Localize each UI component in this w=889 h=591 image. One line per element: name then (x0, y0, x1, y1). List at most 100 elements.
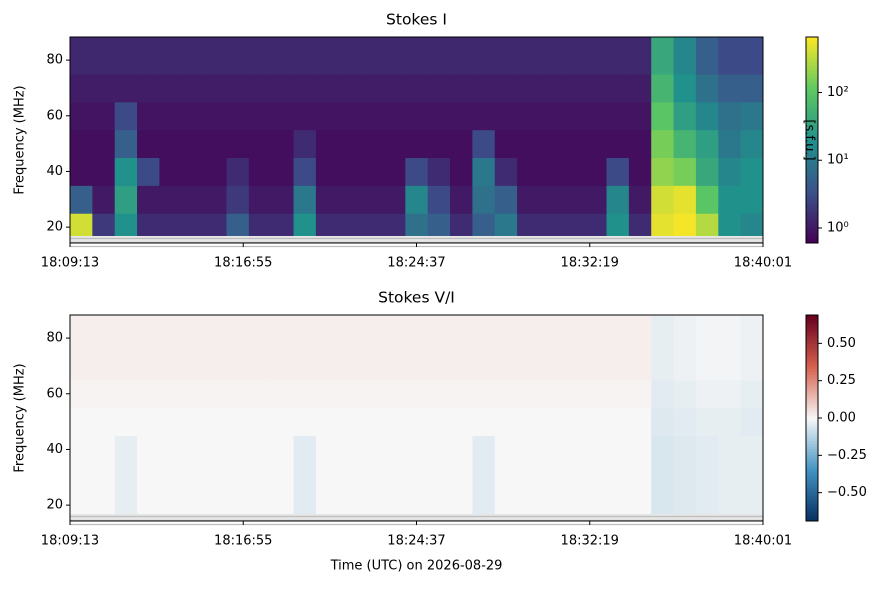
heatmap-cell (450, 315, 473, 353)
heatmap-cell (338, 37, 362, 75)
colorbar-step (806, 152, 818, 156)
heatmap-cell (137, 213, 160, 236)
colorbar-step (806, 392, 818, 396)
heatmap-cell (494, 435, 518, 464)
colorbar-step (806, 436, 818, 439)
heatmap-cell (204, 379, 227, 409)
heatmap-cell (517, 185, 540, 214)
heatmap-cell (382, 315, 406, 353)
heatmap-cell (695, 101, 719, 131)
heatmap-cell (114, 379, 138, 409)
heatmap-cell (561, 157, 585, 186)
heatmap-cell (606, 491, 630, 514)
heatmap-cell (338, 101, 362, 131)
colorbar-step (806, 106, 818, 110)
heatmap-cell (181, 315, 205, 353)
heatmap-cell (315, 74, 339, 103)
colorbar-step (806, 376, 818, 380)
heatmap-cell (92, 463, 116, 492)
heatmap-cell (382, 352, 406, 381)
heatmap-cell (271, 157, 295, 186)
heatmap-cell (695, 407, 719, 437)
heatmap-cell (606, 407, 630, 437)
heatmap-cell (450, 463, 473, 492)
heatmap-cell (740, 37, 764, 75)
heatmap-cell (584, 435, 608, 464)
heatmap-cell (226, 185, 250, 214)
heatmap-cell (695, 37, 719, 75)
heatmap-cell (248, 213, 272, 236)
colorbar-step (806, 381, 818, 385)
heatmap-cell (450, 435, 473, 464)
colorbar-step (806, 317, 818, 321)
colorbar-label: [s.f.u.] (802, 119, 817, 160)
colorbar-step (806, 209, 818, 213)
colorbar-step (806, 399, 818, 403)
heatmap-cell (114, 435, 138, 464)
colorbar-step (806, 75, 818, 79)
heatmap-cell (561, 352, 585, 381)
heatmap-cell (92, 101, 116, 131)
colorbar-step (806, 510, 818, 514)
heatmap-cell (315, 379, 339, 409)
colorbar-step (806, 515, 818, 519)
heatmap-cell (427, 407, 451, 437)
heatmap-cell (226, 37, 250, 75)
heatmap-cell (539, 74, 563, 103)
colorbar-step (806, 466, 818, 470)
colorbar-step (806, 500, 818, 504)
heatmap-cell (248, 463, 272, 492)
heatmap-cell (472, 463, 496, 492)
colorbar-step (806, 518, 818, 522)
colorbar-tick-label: 10⁰ (827, 220, 849, 235)
heatmap-cell (360, 157, 384, 186)
heatmap-cell (360, 37, 384, 75)
colorbar-step (806, 232, 818, 236)
heatmap-cell (248, 407, 272, 437)
heatmap-cell (718, 352, 742, 381)
heatmap-cell (382, 157, 406, 186)
heatmap-cell (450, 129, 473, 159)
heatmap-cell (137, 185, 160, 214)
colorbar-step (806, 155, 818, 159)
heatmap-cell (628, 185, 652, 214)
heatmap-cell (740, 74, 764, 103)
heatmap-cell (70, 407, 93, 437)
heatmap-cell (204, 157, 227, 186)
heatmap-cell (561, 379, 585, 409)
heatmap-cell (695, 185, 719, 214)
heatmap-cell (271, 463, 295, 492)
heatmap-cell (561, 463, 585, 492)
y-tick-label: 80 (46, 331, 63, 346)
colorbar-step (806, 497, 818, 501)
colorbar-step (806, 425, 818, 429)
heatmap-cell (584, 129, 608, 159)
heatmap-cell (159, 101, 183, 131)
colorbar-step (806, 227, 818, 231)
heatmap-cell (673, 463, 697, 492)
heatmap-cell (226, 74, 250, 103)
heatmap-cell (181, 157, 205, 186)
heatmap-cell (405, 407, 429, 437)
colorbar-step (806, 446, 818, 450)
colorbar-step (806, 101, 818, 105)
heatmap-cell (695, 74, 719, 103)
colorbar-step (806, 165, 818, 169)
heatmap-cell (606, 379, 630, 409)
heatmap-cell (539, 129, 563, 159)
heatmap-cell (159, 352, 183, 381)
heatmap-cell (248, 101, 272, 131)
heatmap-cell (159, 37, 183, 75)
heatmap-cell (718, 185, 742, 214)
heatmap-cell (673, 352, 697, 381)
colorbar-step (806, 217, 818, 221)
heatmap-cell (673, 157, 697, 186)
colorbar-step (806, 183, 818, 187)
heatmap-cell (360, 352, 384, 381)
colorbar-step (806, 206, 818, 210)
heatmap-cell (405, 352, 429, 381)
x-tick-label: 18:16:55 (214, 256, 272, 271)
chart-title: Stokes I (386, 11, 447, 29)
heatmap-cell (517, 352, 540, 381)
